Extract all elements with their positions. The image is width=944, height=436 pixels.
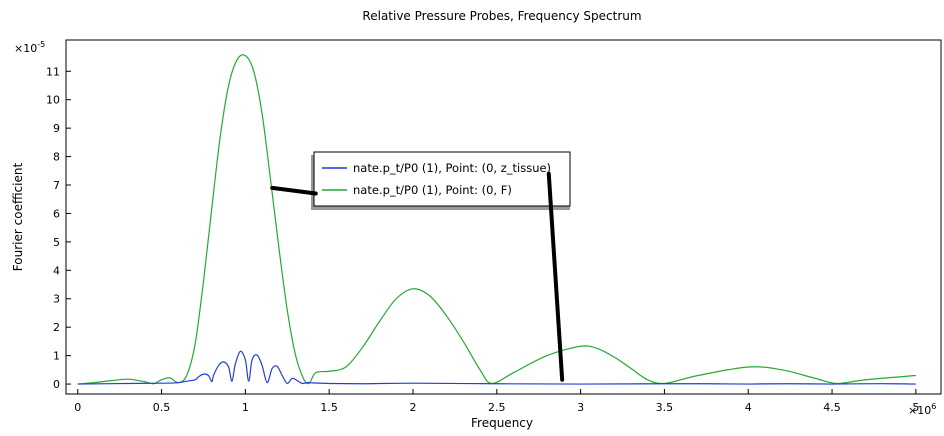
x-tick-label-10: 5 (912, 401, 919, 414)
x-tick-label-7: 3.5 (656, 401, 674, 414)
y-tick-label-3: 3 (53, 293, 60, 306)
y-tick-label-1: 1 (53, 350, 60, 363)
legend-label-f: nate.p_t/P0 (1), Point: (0, F) (353, 183, 512, 197)
legend-label-z-tissue: nate.p_t/P0 (1), Point: (0, z_tissue) (353, 161, 551, 175)
x-tick-label-0: 0 (74, 401, 81, 414)
y-axis-label: Fourier coefficient (11, 163, 25, 272)
annotation-layer (270, 171, 565, 382)
x-axis-label: Frequency (471, 416, 533, 430)
y-tick-label-2: 2 (53, 321, 60, 334)
x-tick-label-6: 3 (577, 401, 584, 414)
plot-area-frame (65, 39, 942, 395)
x-tick-label-1: 0.5 (153, 401, 171, 414)
y-tick-label-6: 6 (53, 207, 60, 220)
annotation-stroke-left (270, 185, 318, 196)
x-tick-label-2: 1 (242, 401, 249, 414)
y-axis: 0 1 2 3 4 5 6 7 8 9 10 11 (46, 65, 71, 391)
x-tick-label-8: 4 (745, 401, 752, 414)
series-line-1 (77, 54, 916, 385)
x-tick-label-9: 4.5 (823, 401, 841, 414)
y-tick-label-8: 8 (53, 151, 60, 164)
y-tick-label-5: 5 (53, 236, 60, 249)
series-layer (77, 54, 916, 385)
x-tick-label-4: 2 (409, 401, 416, 414)
x-tick-label-3: 1.5 (320, 401, 338, 414)
series-line-0 (77, 350, 916, 385)
y-tick-label-7: 7 (53, 179, 60, 192)
x-multiplier: ×106 (908, 402, 936, 417)
legend: nate.p_t/P0 (1), Point: (0, z_tissue) na… (311, 151, 571, 210)
y-tick-label-0: 0 (53, 378, 60, 391)
y-tick-label-9: 9 (53, 122, 60, 135)
y-tick-label-11: 11 (46, 65, 60, 78)
y-multiplier: ×10-5 (14, 40, 45, 55)
annotation-stroke-right (546, 171, 565, 382)
legend-box (313, 151, 571, 207)
x-tick-label-5: 2.5 (488, 401, 506, 414)
chart-title: Relative Pressure Probes, Frequency Spec… (362, 9, 641, 23)
y-tick-label-4: 4 (53, 264, 60, 277)
x-axis: 0 0.5 1 1.5 2 2.5 3 3.5 4 4.5 5 (74, 389, 919, 414)
y-tick-label-10: 10 (46, 94, 60, 107)
